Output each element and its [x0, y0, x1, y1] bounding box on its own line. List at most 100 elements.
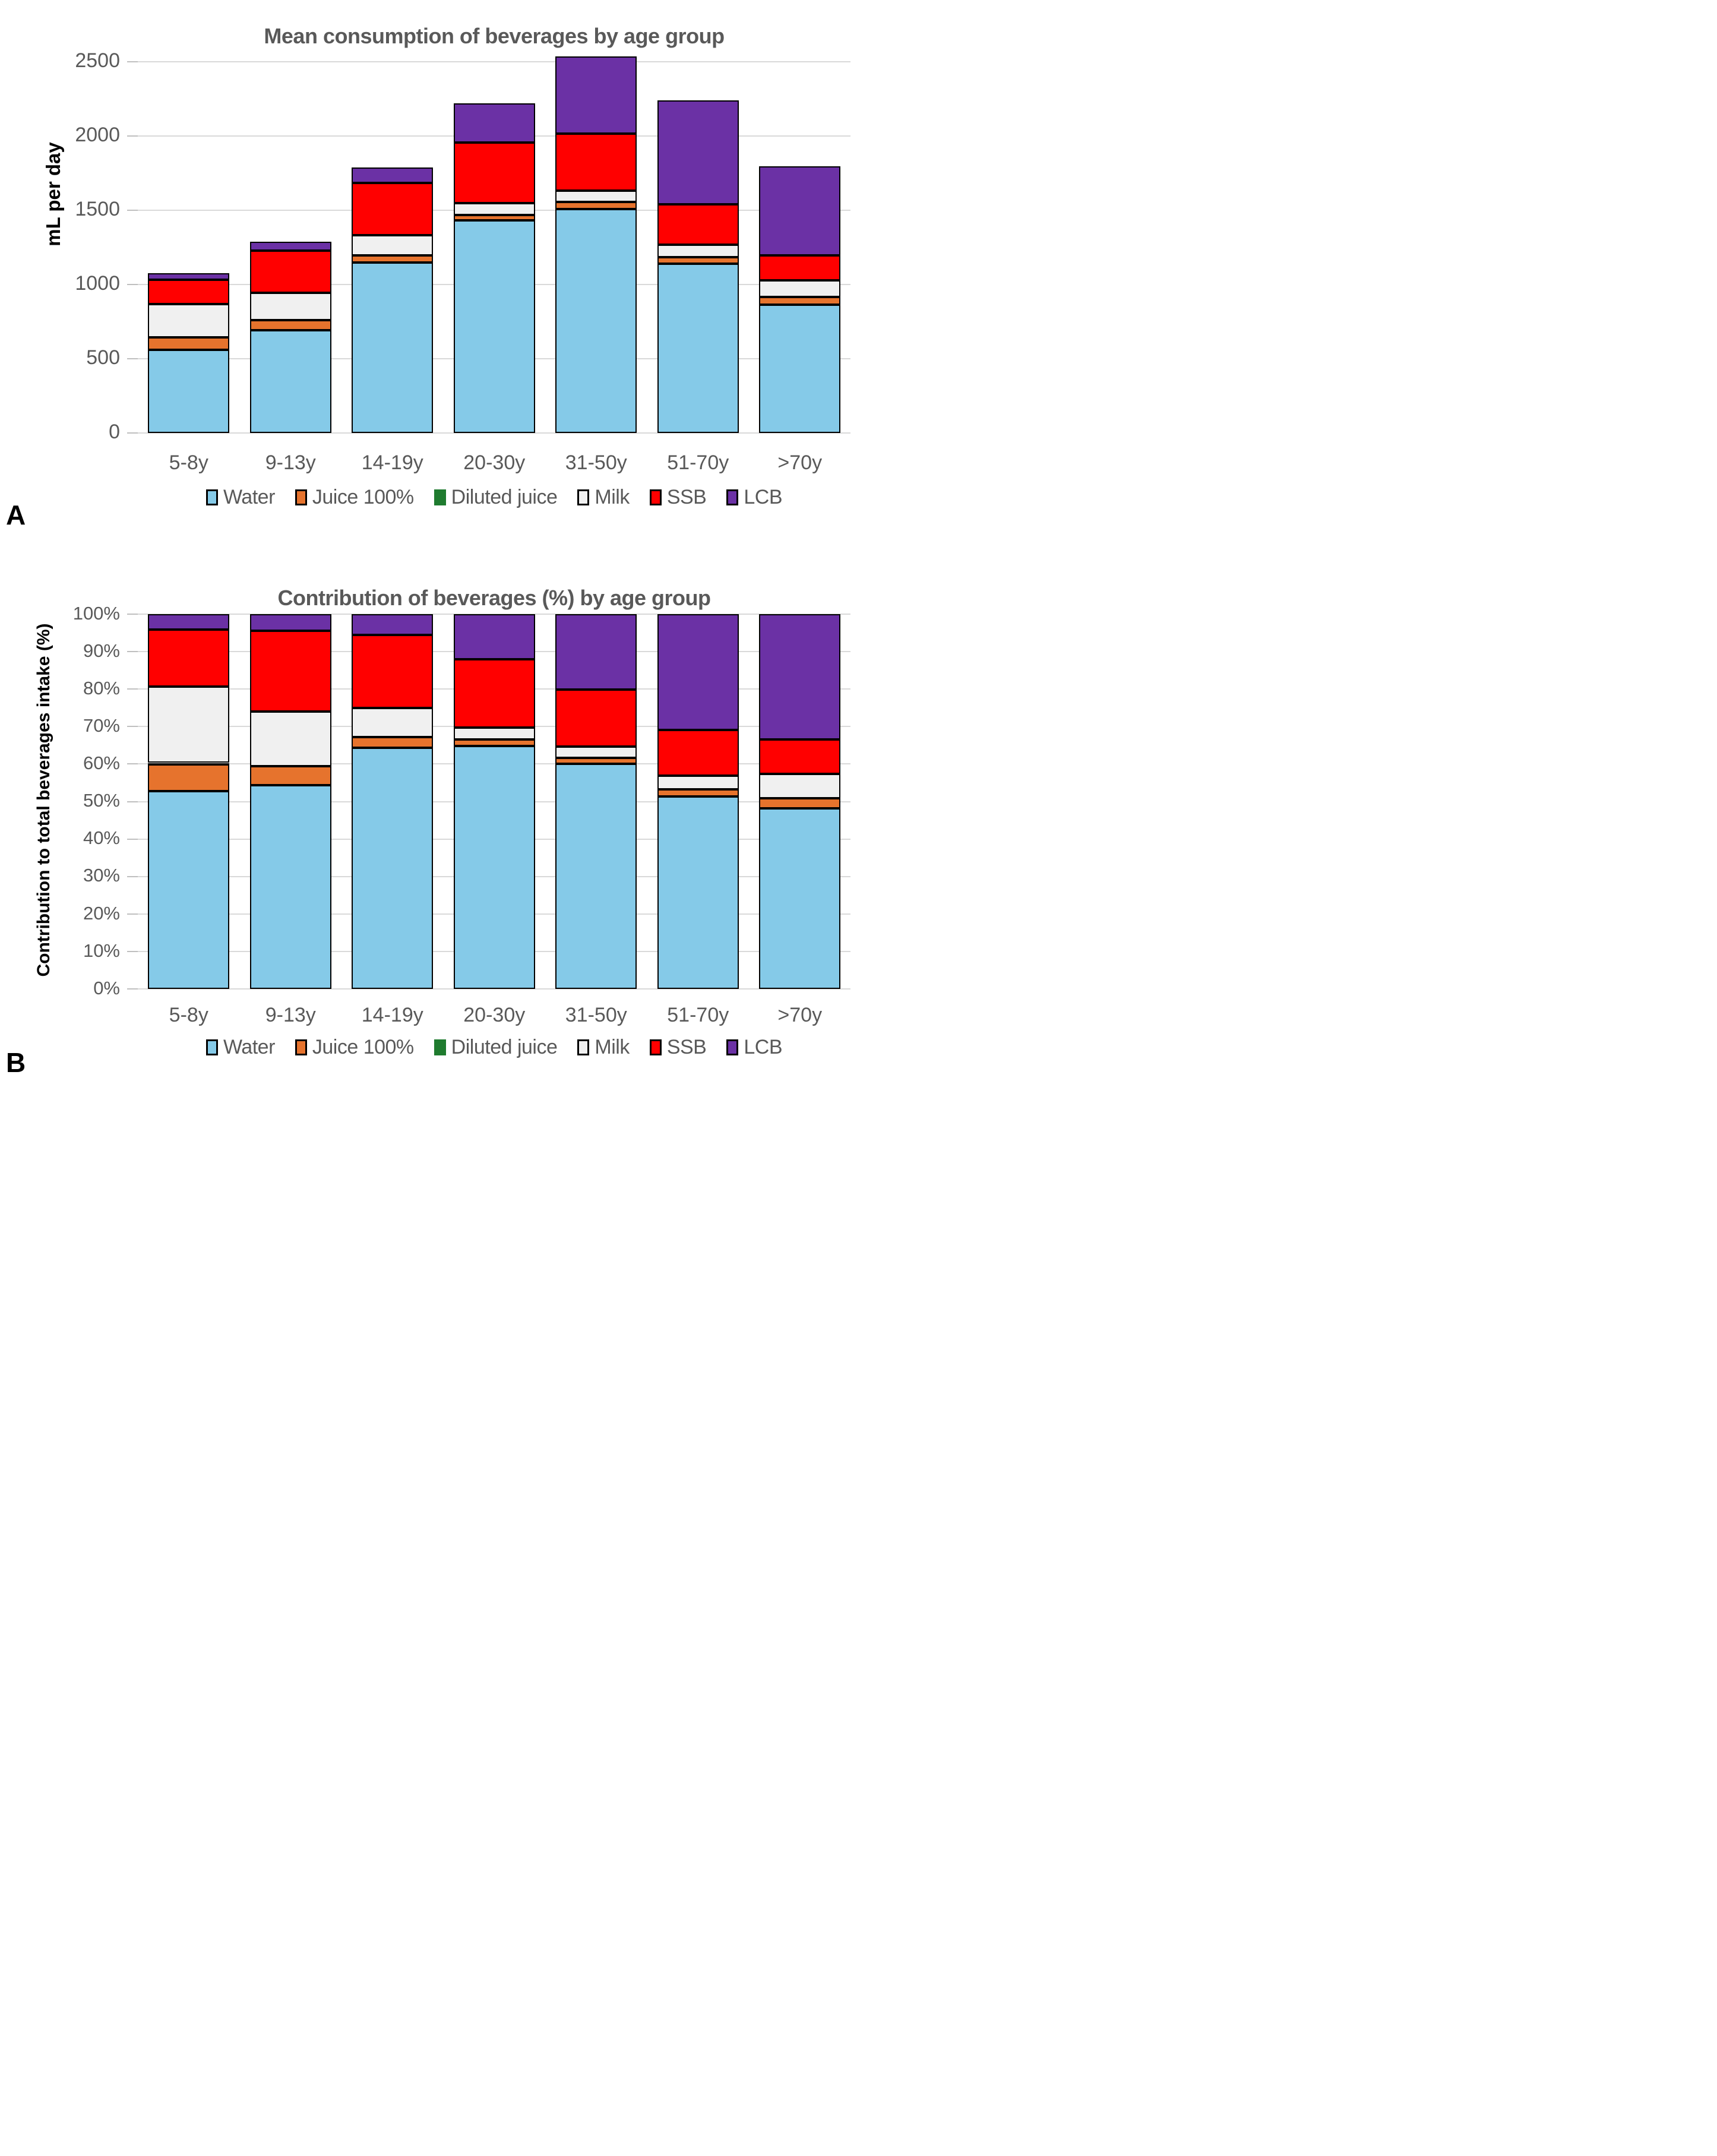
y-tick-label: 500: [86, 346, 120, 369]
bar-segment-water: [453, 220, 535, 433]
legend-swatch-juice-100: [295, 1039, 307, 1055]
x-category-label: 20-30y: [463, 451, 526, 474]
y-tick-label: 50%: [83, 790, 120, 811]
gridline: [138, 61, 850, 62]
legend-swatch-water: [205, 1039, 218, 1055]
bar-segment-lcb: [453, 103, 535, 143]
x-category-label: 31-50y: [565, 451, 627, 474]
bar-segment-water: [555, 764, 637, 989]
bar-segment-milk: [759, 280, 841, 297]
bar-segment-water: [148, 791, 230, 989]
bar-segment-milk: [352, 235, 434, 255]
y-tick-label: 2500: [75, 49, 120, 72]
y-tick-mark: [127, 726, 138, 728]
bar-segment-juice-100: [453, 739, 535, 747]
bar-segment-water: [453, 746, 535, 989]
bar-segment-water: [759, 808, 841, 989]
legend-item-diluted-juice: Diluted juice: [434, 1036, 558, 1059]
gridline: [138, 988, 850, 990]
legend-swatch-milk: [577, 1039, 590, 1055]
y-tick-mark: [127, 763, 138, 765]
legend-item-juice-100: Juice 100%: [295, 486, 414, 509]
legend-item-juice-100: Juice 100%: [295, 1036, 414, 1059]
bar-segment-ssb: [249, 630, 331, 712]
x-category-label: 31-50y: [565, 1004, 627, 1026]
y-tick-label: 60%: [83, 753, 120, 774]
legend-label-juice-100: Juice 100%: [312, 1036, 414, 1058]
y-tick-mark: [127, 651, 138, 653]
legend-label-lcb: LCB: [744, 486, 783, 508]
bar-segment-lcb: [657, 100, 739, 204]
legend-swatch-diluted-juice: [434, 489, 446, 505]
bar-segment-ssb: [759, 739, 841, 774]
x-category-label: 9-13y: [265, 1004, 316, 1026]
x-category-label: 51-70y: [667, 451, 729, 474]
bar-segment-juice-100: [759, 296, 841, 305]
figure: Mean consumption of beverages by age gro…: [0, 0, 858, 1078]
x-category-label: 20-30y: [463, 1004, 526, 1026]
bar-segment-diluted-juice: [148, 763, 230, 766]
bar-segment-lcb: [249, 614, 331, 631]
bar-segment-milk: [555, 747, 637, 758]
bar-segment-juice-100: [657, 257, 739, 264]
bar-segment-water: [148, 350, 230, 433]
y-tick-mark: [127, 284, 138, 285]
legend-item-milk: Milk: [577, 1036, 630, 1059]
panel-a-label: A: [6, 500, 26, 530]
y-tick-label: 0%: [93, 977, 120, 998]
y-tick-mark: [127, 988, 138, 990]
legend: Water Juice 100% Diluted juice Milk SSB LCB: [138, 1036, 850, 1059]
legend-swatch-milk: [577, 489, 590, 505]
x-category-label: 14-19y: [361, 451, 423, 474]
bar-segment-milk: [453, 203, 535, 215]
bar-segment-juice-100: [453, 214, 535, 220]
bar-segment-juice-100: [352, 255, 434, 263]
bar-segment-milk: [759, 774, 841, 798]
panel-a-title: Mean consumption of beverages by age gro…: [264, 23, 725, 48]
bar-segment-juice-100: [759, 798, 841, 809]
bar-segment-juice-100: [249, 766, 331, 785]
bar-segment-ssb: [148, 629, 230, 687]
bar-segment-juice-100: [657, 789, 739, 797]
y-tick-label: 2000: [75, 123, 120, 146]
bar-segment-lcb: [148, 614, 230, 630]
x-category-label: 5-8y: [169, 1004, 208, 1026]
bar-segment-ssb: [657, 729, 739, 776]
bar-segment-lcb: [453, 614, 535, 659]
bar-segment-milk: [453, 727, 535, 739]
bar-segment-ssb: [555, 690, 637, 747]
bar-segment-lcb: [148, 273, 230, 280]
legend-swatch-juice-100: [295, 489, 307, 505]
bar-segment-juice-100: [148, 337, 230, 350]
y-tick-mark: [127, 135, 138, 137]
legend-label-lcb: LCB: [744, 1036, 783, 1058]
bar-segment-milk: [555, 191, 637, 203]
bar-segment-juice-100: [352, 736, 434, 748]
bar-segment-lcb: [352, 167, 434, 183]
bar-segment-milk: [249, 712, 331, 767]
y-tick-label: 80%: [83, 677, 120, 698]
x-category-label: >70y: [777, 1004, 823, 1026]
y-tick-mark: [127, 875, 138, 877]
bar-segment-water: [657, 796, 739, 989]
bar-segment-ssb: [657, 204, 739, 245]
bar-segment-ssb: [352, 635, 434, 709]
bar-segment-juice-100: [249, 320, 331, 330]
legend-label-ssb: SSB: [666, 486, 707, 508]
legend-item-ssb: SSB: [649, 1036, 707, 1059]
y-tick-mark: [127, 688, 138, 690]
legend-label-diluted-juice: Diluted juice: [451, 1036, 558, 1058]
y-tick-mark: [127, 61, 138, 62]
x-category-label: >70y: [777, 451, 823, 474]
bar-segment-ssb: [453, 659, 535, 728]
bar-segment-milk: [657, 245, 739, 258]
legend-label-ssb: SSB: [666, 1036, 707, 1058]
legend-swatch-ssb: [649, 1039, 662, 1055]
legend-swatch-water: [205, 489, 218, 505]
y-tick-label: 0: [109, 420, 120, 443]
bar-segment-water: [249, 785, 331, 989]
legend-label-water: Water: [223, 1036, 275, 1058]
legend-label-juice-100: Juice 100%: [312, 486, 414, 508]
bar-segment-ssb: [352, 183, 434, 236]
legend-item-ssb: SSB: [649, 486, 707, 509]
